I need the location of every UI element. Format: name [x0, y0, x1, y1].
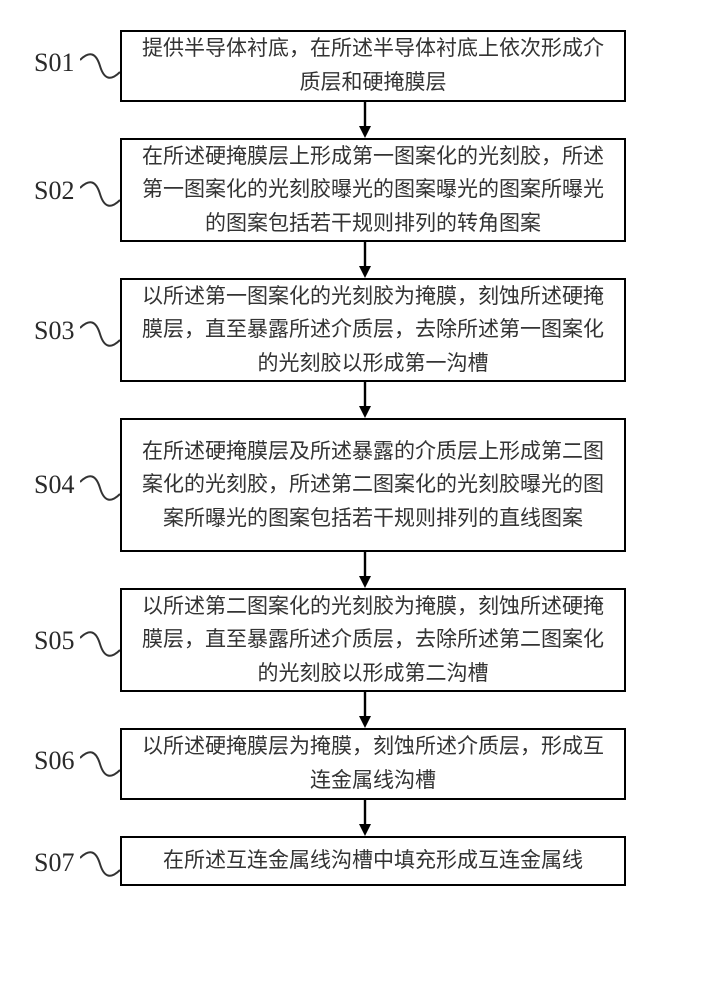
node-text: 在所述硬掩膜层及所述暴露的介质层上形成第二图案化的光刻胶，所述第二图案化的光刻胶…	[132, 435, 614, 536]
flow-node-s07: 在所述互连金属线沟槽中填充形成互连金属线	[120, 836, 626, 886]
brace-connector	[80, 318, 120, 350]
node-text: 在所述硬掩膜层上形成第一图案化的光刻胶，所述第一图案化的光刻胶曝光的图案曝光的图…	[132, 140, 614, 241]
brace-connector	[80, 748, 120, 780]
flow-arrow	[357, 552, 373, 588]
brace-connector	[80, 178, 120, 210]
flow-node-s01: 提供半导体衬底，在所述半导体衬底上依次形成介质层和硬掩膜层	[120, 30, 626, 102]
node-text: 以所述第一图案化的光刻胶为掩膜，刻蚀所述硬掩膜层，直至暴露所述介质层，去除所述第…	[132, 280, 614, 381]
brace-connector	[80, 472, 120, 504]
node-text: 提供半导体衬底，在所述半导体衬底上依次形成介质层和硬掩膜层	[132, 32, 614, 99]
flow-node-s06: 以所述硬掩膜层为掩膜，刻蚀所述介质层，形成互连金属线沟槽	[120, 728, 626, 800]
node-text: 在所述互连金属线沟槽中填充形成互连金属线	[163, 844, 583, 878]
flow-arrow	[357, 382, 373, 418]
flow-arrow	[357, 800, 373, 836]
step-label-s01: S01	[34, 48, 74, 78]
flow-node-s04: 在所述硬掩膜层及所述暴露的介质层上形成第二图案化的光刻胶，所述第二图案化的光刻胶…	[120, 418, 626, 552]
step-label-s07: S07	[34, 848, 74, 878]
step-label-s02: S02	[34, 176, 74, 206]
flow-node-s02: 在所述硬掩膜层上形成第一图案化的光刻胶，所述第一图案化的光刻胶曝光的图案曝光的图…	[120, 138, 626, 242]
brace-connector	[80, 50, 120, 82]
brace-connector	[80, 848, 120, 880]
node-text: 以所述硬掩膜层为掩膜，刻蚀所述介质层，形成互连金属线沟槽	[132, 730, 614, 797]
flow-node-s05: 以所述第二图案化的光刻胶为掩膜，刻蚀所述硬掩膜层，直至暴露所述介质层，去除所述第…	[120, 588, 626, 692]
step-label-s06: S06	[34, 746, 74, 776]
flowchart-canvas: 提供半导体衬底，在所述半导体衬底上依次形成介质层和硬掩膜层 在所述硬掩膜层上形成…	[0, 0, 704, 1000]
step-label-s05: S05	[34, 626, 74, 656]
flow-arrow	[357, 242, 373, 278]
node-text: 以所述第二图案化的光刻胶为掩膜，刻蚀所述硬掩膜层，直至暴露所述介质层，去除所述第…	[132, 590, 614, 691]
step-label-s04: S04	[34, 470, 74, 500]
flow-arrow	[357, 102, 373, 138]
flow-arrow	[357, 692, 373, 728]
flow-node-s03: 以所述第一图案化的光刻胶为掩膜，刻蚀所述硬掩膜层，直至暴露所述介质层，去除所述第…	[120, 278, 626, 382]
brace-connector	[80, 628, 120, 660]
step-label-s03: S03	[34, 316, 74, 346]
